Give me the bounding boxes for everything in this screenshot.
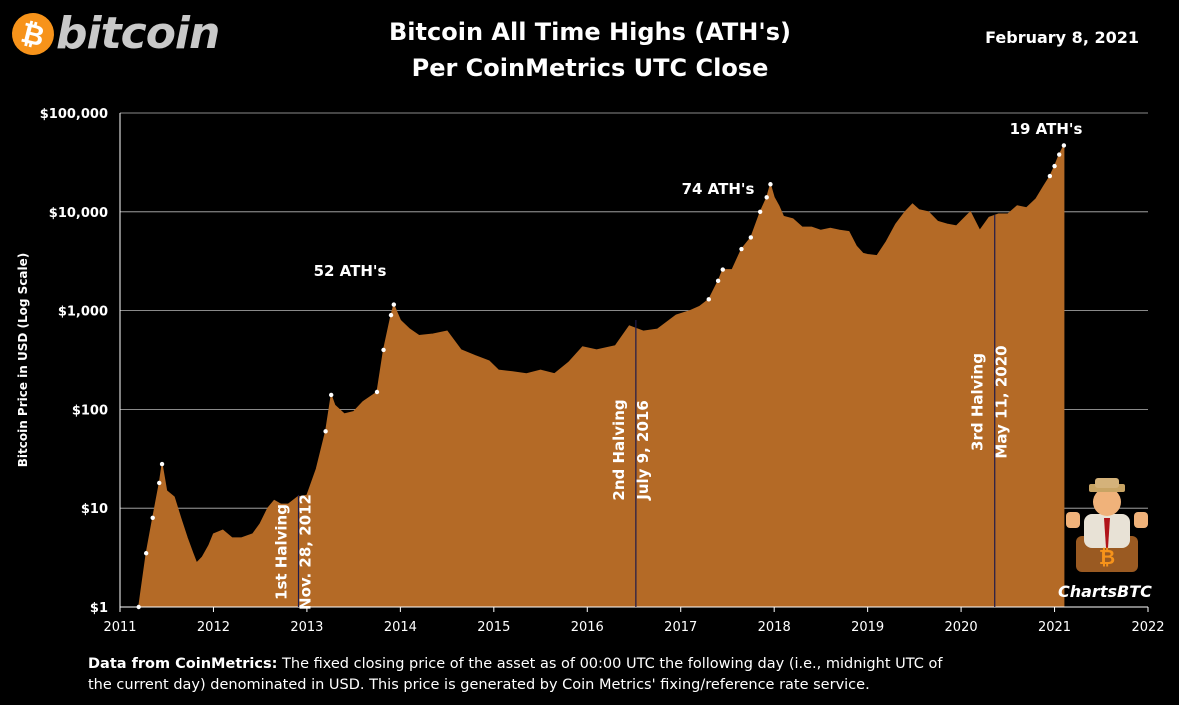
- data-source-text: The fixed closing price of the asset as …: [88, 656, 943, 693]
- data-source-label: Data from CoinMetrics:: [88, 656, 278, 672]
- bitcoin-logo: ₿ bitcoin: [7, 8, 220, 60]
- ath-marker: [388, 312, 394, 318]
- x-tick-label: 2020: [945, 620, 978, 635]
- ath-marker: [329, 392, 334, 398]
- chart-title: Bitcoin All Time Highs (ATH's) Per CoinM…: [340, 14, 840, 86]
- y-tick-label: $100: [72, 403, 108, 418]
- x-tick-label: 2012: [197, 620, 230, 635]
- halving-label: 3rd Halving: [969, 353, 987, 451]
- y-axis-label: Bitcoin Price in USD (Log Scale): [16, 253, 30, 468]
- ath-marker: [391, 302, 397, 307]
- ath-marker: [381, 347, 386, 353]
- ath-marker: [1047, 173, 1053, 179]
- bitcoin-logo-text: bitcoin: [56, 8, 220, 59]
- halving-label: 1st Halving: [272, 504, 290, 600]
- ath-marker: [143, 551, 149, 556]
- brand-label: ChartsBTC: [1058, 582, 1152, 601]
- halving-date: May 11, 2020: [993, 345, 1011, 458]
- y-tick-label: $1: [90, 601, 108, 616]
- ath-marker: [150, 515, 155, 520]
- ath-marker: [323, 429, 328, 434]
- ath-marker: [739, 246, 744, 252]
- ath-count-label: 19 ATH's: [1010, 120, 1083, 138]
- ath-count-label: 52 ATH's: [314, 262, 387, 280]
- x-tick-label: 2022: [1131, 620, 1164, 635]
- y-tick-label: $100,000: [40, 107, 108, 122]
- y-tick-label: $10: [81, 502, 108, 517]
- ath-marker: [757, 209, 763, 214]
- x-tick-label: 2011: [103, 620, 136, 635]
- ath-marker: [748, 235, 754, 240]
- y-tick-label: $10,000: [49, 206, 108, 221]
- x-tick-label: 2016: [571, 620, 604, 635]
- x-tick-label: 2017: [664, 620, 697, 635]
- ath-marker: [706, 297, 711, 302]
- x-tick-label: 2014: [384, 620, 417, 635]
- mascot-image: ₿: [1066, 478, 1148, 572]
- x-tick-label: 2013: [290, 620, 323, 635]
- ath-marker: [157, 480, 162, 486]
- halving-date: July 9, 2016: [634, 400, 652, 501]
- ath-marker: [1052, 163, 1057, 169]
- x-tick-label: 2015: [477, 620, 510, 635]
- data-source-note: Data from CoinMetrics: The fixed closing…: [88, 654, 968, 696]
- svg-text:₿: ₿: [1099, 545, 1115, 569]
- ath-marker: [374, 389, 380, 395]
- price-area: [120, 145, 1065, 608]
- chart-title-line1: Bitcoin All Time Highs (ATH's): [389, 18, 791, 46]
- x-tick-label: 2021: [1038, 620, 1071, 635]
- y-tick-label: $1,000: [58, 305, 108, 320]
- ath-count-label: 74 ATH's: [682, 180, 755, 198]
- ath-marker: [764, 195, 769, 200]
- halving-date: Nov. 28, 2012: [296, 494, 314, 610]
- bitcoin-logo-icon: ₿: [7, 8, 59, 60]
- ath-marker: [768, 182, 773, 187]
- chart-title-line2: Per CoinMetrics UTC Close: [411, 54, 769, 82]
- halving-label: 2nd Halving: [610, 399, 628, 500]
- ath-marker: [720, 267, 725, 272]
- ath-marker: [159, 461, 165, 467]
- chart-date: February 8, 2021: [985, 28, 1139, 47]
- x-tick-label: 2019: [851, 620, 884, 635]
- ath-marker: [1057, 152, 1062, 157]
- x-tick-label: 2018: [758, 620, 791, 635]
- ath-marker: [1061, 143, 1067, 148]
- ath-marker: [715, 278, 721, 284]
